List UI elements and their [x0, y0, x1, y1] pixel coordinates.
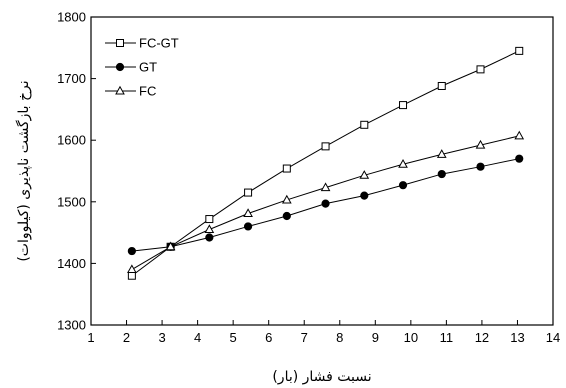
data-point-fc-gt: [282, 164, 291, 173]
data-point-gt: [437, 169, 446, 179]
data-point-gt: [205, 233, 214, 242]
x-tick-label: 14: [546, 330, 560, 345]
y-tick-label: 1400: [57, 256, 86, 271]
series-fc: [127, 130, 525, 274]
data-point-fc-gt: [321, 142, 330, 151]
data-point-fc: [243, 208, 253, 218]
data-point-fc-gt: [205, 215, 214, 224]
legend-marker: [115, 85, 125, 95]
y-axis-title: نرخ بازگشت ناپذیری (کیلووات): [15, 80, 32, 261]
x-tick-label: 8: [336, 330, 343, 345]
y-axis-ticks: 1300 1400 1500 1600 1700 1800: [57, 10, 96, 333]
x-tick-label: 10: [404, 330, 418, 345]
data-point-gt: [127, 246, 136, 256]
x-tick-label: 1: [87, 330, 94, 345]
data-point-fc-gt: [244, 188, 253, 197]
data-point-fc-gt: [476, 65, 485, 74]
data-point-gt: [243, 222, 253, 231]
x-tick-label: 7: [301, 330, 308, 345]
data-point-gt: [360, 191, 369, 200]
data-point-gt: [282, 211, 291, 221]
data-point-fc: [475, 139, 486, 149]
x-tick-label: 4: [194, 330, 201, 345]
plot-area-frame: [90, 16, 554, 326]
legend-marker: [115, 62, 125, 72]
legend-item-fc: FC: [105, 84, 156, 99]
data-point-fc-gt: [437, 81, 446, 90]
x-tick-label: 13: [510, 330, 524, 345]
data-point-gt: [515, 154, 524, 163]
data-point-fc: [204, 224, 215, 234]
data-point-fc: [359, 170, 370, 179]
x-axis-title: نسبت فشار (بار): [272, 369, 371, 385]
y-tick-label: 1700: [57, 71, 86, 86]
data-point-fc-gt: [515, 46, 524, 55]
x-tick-label: 3: [158, 330, 165, 345]
legend-item-fc-gt: FC-GT: [105, 36, 179, 51]
y-tick-label: 1600: [57, 133, 86, 148]
data-point-fc-gt: [399, 101, 408, 110]
data-point-fc: [436, 149, 447, 158]
series-layer: [127, 46, 525, 280]
legend-item-gt: GT: [105, 60, 157, 75]
data-point-gt: [321, 199, 330, 208]
data-point-fc-gt: [127, 271, 136, 280]
x-tick-label: 2: [123, 330, 130, 345]
data-point-fc-gt: [360, 120, 369, 129]
x-tick-label: 6: [265, 330, 272, 345]
y-tick-label: 1500: [57, 194, 86, 209]
series-fc-gt: [127, 46, 524, 280]
data-point-gt: [476, 162, 485, 171]
x-tick-label: 12: [475, 330, 489, 345]
legend-label: GT: [139, 60, 157, 75]
x-tick-label: 5: [230, 330, 237, 345]
legend-marker: [116, 39, 124, 47]
legend: FC-GT GT FC: [105, 36, 179, 99]
data-point-fc: [281, 194, 292, 204]
data-point-fc: [514, 130, 525, 140]
data-point-fc: [127, 264, 137, 274]
data-point-gt: [398, 181, 408, 190]
legend-label: FC: [139, 84, 156, 99]
data-point-fc: [320, 182, 331, 192]
data-point-fc: [398, 158, 408, 168]
y-tick-label: 1800: [57, 10, 86, 25]
y-tick-label: 1300: [57, 318, 86, 333]
series-gt: [127, 154, 524, 256]
x-tick-label: 11: [440, 330, 454, 345]
legend-label: FC-GT: [139, 36, 179, 51]
data-point-fc: [165, 241, 176, 251]
x-axis-ticks: 1 2 3 4 5 6 7 8 9 10 11 12 13 14: [87, 320, 560, 345]
x-tick-label: 9: [372, 330, 379, 345]
